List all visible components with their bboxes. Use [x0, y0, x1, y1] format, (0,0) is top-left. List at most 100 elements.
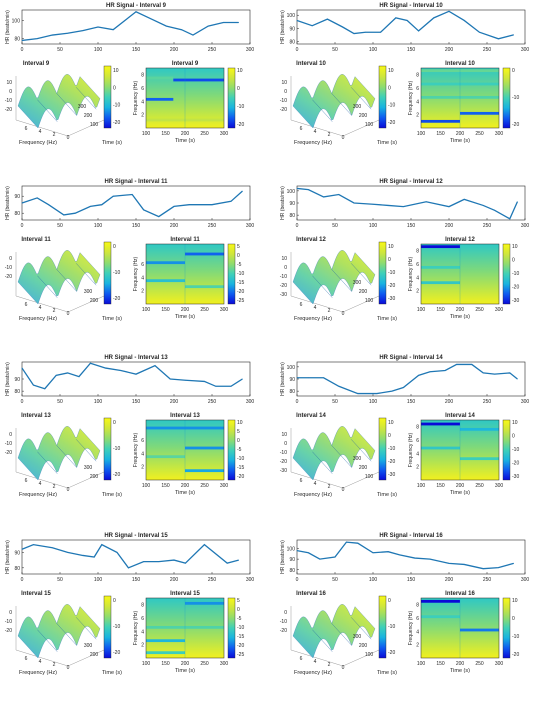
colorbar-tick-label: 0	[237, 438, 240, 444]
data-point	[296, 20, 298, 21]
data-point	[154, 365, 156, 367]
spectral-band	[185, 469, 224, 473]
x-tick-label: 300	[246, 577, 255, 583]
x-tick-label: 4	[39, 305, 42, 311]
hr-series-line	[296, 541, 514, 570]
surface-mesh	[17, 250, 101, 305]
x-axis-label: Frequency (Hz)	[294, 140, 332, 146]
colorbar-tick-label: 0	[512, 258, 515, 264]
data-point	[112, 195, 114, 197]
data-point	[90, 362, 91, 364]
chart-title: HR Signal - Interval 14	[379, 355, 443, 361]
colorbar-tick-label: 10	[388, 244, 394, 250]
colorbar-tick-label: 0	[113, 85, 116, 91]
colorbar-tick-label: 0	[388, 433, 391, 439]
y-tick-label: 90	[289, 201, 295, 207]
x-tick-label: 0	[21, 399, 24, 405]
colorbar-tick-label: -15	[237, 634, 244, 640]
z-tick-label: -10	[280, 450, 287, 456]
chart-panel: HR Signal - Interval 13 HR (beats/min) 0 50…	[5, 355, 254, 405]
colorbar	[103, 417, 112, 481]
y-tick-label: 2	[416, 113, 419, 119]
z-tick-label: -10	[5, 265, 12, 271]
y-tick-label: 90	[289, 377, 295, 383]
colorbar-tick-label: -10	[388, 624, 395, 630]
colorbar-tick-label: -20	[237, 474, 244, 480]
x-axis-label: Frequency (Hz)	[294, 492, 332, 498]
chart-title: HR Signal - Interval 9	[106, 3, 167, 9]
x-tick-label: 150	[161, 131, 170, 137]
data-point	[238, 559, 240, 561]
data-point	[78, 376, 80, 377]
colorbar	[502, 597, 511, 659]
y-tick-label: 100	[287, 13, 296, 19]
x-tick-label: 300	[246, 399, 255, 405]
y-tick-label: 100	[287, 365, 296, 371]
data-point	[509, 218, 511, 220]
spectral-band	[421, 119, 460, 123]
x-tick-label: 6	[300, 126, 303, 132]
z-tick-label: -20	[5, 274, 12, 280]
x-tick-label: 6	[25, 302, 28, 308]
surface-ridge	[56, 623, 77, 646]
data-point	[185, 562, 186, 564]
data-point	[21, 367, 23, 369]
plot-area	[296, 185, 526, 221]
spectral-band	[421, 615, 460, 619]
x-axis-label: Time (s)	[175, 138, 195, 144]
x-tick-label: 0	[296, 223, 299, 229]
y-tick-label: 100	[90, 122, 99, 128]
x-tick-label: 0	[67, 135, 70, 141]
x-tick-label: 200	[456, 307, 465, 313]
chart-title: HR Signal - Interval 10	[379, 3, 443, 9]
colorbar-tick-label: 0	[113, 598, 116, 604]
colorbar-tick-label: 5	[237, 429, 240, 435]
x-tick-label: 4	[39, 481, 42, 487]
x-tick-label: 2	[328, 662, 331, 668]
x-tick-label: 6	[300, 656, 303, 662]
plot-frame	[420, 243, 500, 305]
colorbar-tick-label: 0	[512, 616, 515, 622]
y-tick-label: 6	[416, 616, 419, 622]
z-tick-label: 10	[281, 80, 287, 86]
spectral-band	[146, 97, 174, 101]
y-tick-label: 90	[14, 550, 20, 556]
data-point	[433, 17, 435, 19]
colorbar-tick-label: -20	[113, 296, 120, 302]
colorbar-tick-label: -30	[388, 472, 395, 478]
y-tick-label: 200	[359, 643, 368, 649]
x-tick-label: 150	[436, 661, 445, 667]
surface-ridge	[37, 629, 58, 652]
colorbar-tick-label: -20	[388, 459, 395, 465]
z-tick-label: -10	[5, 441, 12, 447]
y-tick-label: 8	[416, 73, 419, 79]
x-tick-label: 150	[132, 223, 141, 229]
y-axis-label: Time (s)	[377, 670, 397, 676]
colorbar-tick-label: -10	[237, 271, 244, 277]
chart-title: Interval 12	[296, 237, 326, 243]
y-axis-label: HR (beats/min)	[280, 362, 286, 396]
data-point	[55, 374, 57, 376]
x-tick-label: 200	[181, 131, 190, 137]
x-tick-label: 100	[369, 577, 378, 583]
chart-panel: Interval 11 0 -10 -20 6 4 2 0 200 300 Frequency (H…	[5, 237, 122, 322]
data-point	[223, 22, 224, 23]
x-tick-label: 150	[132, 47, 141, 53]
x-tick-label: 300	[246, 223, 255, 229]
x-tick-label: 150	[407, 577, 416, 583]
x-tick-label: 0	[67, 311, 70, 317]
colorbar	[378, 595, 387, 659]
data-point	[101, 544, 103, 546]
x-tick-label: 300	[521, 47, 530, 53]
x-tick-label: 100	[94, 47, 103, 53]
data-point	[21, 548, 23, 550]
x-tick-label: 50	[57, 399, 63, 405]
x-tick-label: 2	[328, 308, 331, 314]
z-tick-label: -20	[5, 450, 12, 456]
x-tick-label: 100	[417, 131, 426, 137]
x-tick-label: 100	[142, 131, 151, 137]
x-tick-label: 2	[328, 132, 331, 138]
x-axis-label: Frequency (Hz)	[294, 670, 332, 676]
data-point	[513, 562, 514, 564]
spectral-band	[421, 422, 460, 426]
